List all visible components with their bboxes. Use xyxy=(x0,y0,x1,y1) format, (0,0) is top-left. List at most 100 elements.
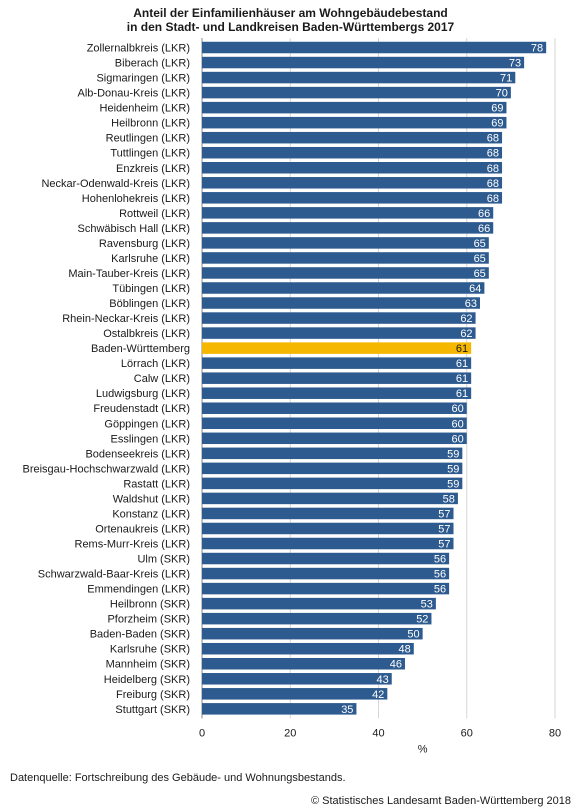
bar xyxy=(202,703,357,715)
x-tick-label: 60 xyxy=(461,727,473,739)
bar-value-label: 53 xyxy=(421,599,433,611)
bar xyxy=(202,402,467,414)
category-label: Ortenaukreis (LKR) xyxy=(95,523,190,535)
category-label: Konstanz (LKR) xyxy=(112,508,190,520)
category-label: Ostalbkreis (LKR) xyxy=(103,328,190,340)
category-label: Main-Tauber-Kreis (LKR) xyxy=(68,268,190,280)
category-label: Karlsruhe (SKR) xyxy=(110,644,190,656)
bar-value-label: 56 xyxy=(434,569,446,581)
bar xyxy=(202,267,489,279)
bar-value-label: 68 xyxy=(487,163,499,175)
category-label: Rastatt (LKR) xyxy=(123,478,190,490)
bar xyxy=(202,86,511,99)
category-label: Sigmaringen (LKR) xyxy=(96,73,190,85)
category-label: Ludwigsburg (LKR) xyxy=(96,388,190,400)
chart-title-line-2: in den Stadt- und Landkreisen Baden-Würt… xyxy=(126,20,455,34)
category-label: Tübingen (LKR) xyxy=(112,283,190,295)
bar-value-label: 61 xyxy=(456,358,468,370)
category-label: Esslingen (LKR) xyxy=(111,433,190,445)
source-note: Datenquelle: Fortschreibung des Gebäude-… xyxy=(10,772,346,784)
bar xyxy=(202,462,463,475)
bar-value-label: 50 xyxy=(407,629,419,641)
bar-value-label: 56 xyxy=(434,554,446,566)
bar-value-label: 70 xyxy=(496,88,508,100)
bar xyxy=(202,642,414,655)
bar-value-label: 61 xyxy=(456,373,468,385)
category-label: Göppingen (LKR) xyxy=(104,418,190,430)
bar-value-label: 52 xyxy=(416,614,428,626)
bar xyxy=(202,688,388,700)
category-label: Bodenseekreis (LKR) xyxy=(85,448,190,460)
category-label: Schwäbisch Hall (LKR) xyxy=(78,223,190,235)
x-tick-label: 20 xyxy=(284,727,296,739)
bar-value-label: 61 xyxy=(456,343,468,355)
bar xyxy=(202,56,525,69)
bar xyxy=(202,342,472,354)
category-label: Ravensburg (LKR) xyxy=(99,238,190,250)
bar xyxy=(202,177,503,189)
bar xyxy=(202,312,476,324)
bar xyxy=(202,673,392,685)
category-label: Karlsruhe (LKR) xyxy=(111,253,190,265)
bar-value-label: 48 xyxy=(399,644,411,656)
x-axis-label: % xyxy=(418,743,428,755)
category-label: Neckar-Odenwald-Kreis (LKR) xyxy=(41,178,190,190)
category-label: Enzkreis (LKR) xyxy=(116,163,190,175)
category-label: Breisgau-Hochschwarzwald (LKR) xyxy=(22,463,190,475)
x-tick-label: 80 xyxy=(549,727,561,739)
bar-value-label: 57 xyxy=(438,508,450,520)
bar-value-label: 66 xyxy=(478,223,490,235)
category-label: Heilbronn (SKR) xyxy=(110,599,190,611)
bar xyxy=(202,207,494,219)
bar-value-label: 60 xyxy=(452,433,464,445)
x-tick-label: 40 xyxy=(372,727,384,739)
bar xyxy=(202,477,463,490)
category-label: Calw (LKR) xyxy=(134,373,190,385)
bar-value-label: 69 xyxy=(491,103,503,115)
bar-value-label: 65 xyxy=(474,253,486,265)
category-labels: Zollernalbkreis (LKR) Biberach (LKR) Sigma… xyxy=(22,43,190,716)
category-label: Hohenlohekreis (LKR) xyxy=(82,193,190,205)
category-label: Rottweil (LKR) xyxy=(119,208,190,220)
bar xyxy=(202,162,503,174)
bar xyxy=(202,657,405,670)
bar-value-label: 78 xyxy=(531,43,543,55)
bar xyxy=(202,537,454,550)
category-label: Lörrach (LKR) xyxy=(121,358,190,370)
category-label: Emmendingen (LKR) xyxy=(87,584,190,596)
bar-value-label: 58 xyxy=(443,493,455,505)
category-label: Rems-Murr-Kreis (LKR) xyxy=(75,539,191,551)
category-label: Mannheim (SKR) xyxy=(106,659,190,671)
bar-value-label: 61 xyxy=(456,388,468,400)
bar-value-label: 35 xyxy=(341,704,353,716)
bar-value-label: 68 xyxy=(487,193,499,205)
category-label: Tuttlingen (LKR) xyxy=(110,148,190,160)
bar xyxy=(202,492,458,505)
bar-value-label: 59 xyxy=(447,478,459,490)
category-label: Schwarzwald-Baar-Kreis (LKR) xyxy=(38,569,190,581)
bar-value-label: 68 xyxy=(487,133,499,145)
category-label: Alb-Donau-Kreis (LKR) xyxy=(78,88,190,100)
bar xyxy=(202,597,436,610)
bar xyxy=(202,327,476,339)
copyright-note: © Statistisches Landesamt Baden-Württemb… xyxy=(310,795,571,807)
bar xyxy=(202,417,467,430)
bar xyxy=(202,222,494,234)
bar-value-label: 66 xyxy=(478,208,490,220)
bar xyxy=(202,101,507,114)
category-label: Böblingen (LKR) xyxy=(109,298,190,310)
bar-value-label: 65 xyxy=(474,268,486,280)
bar-value-label: 63 xyxy=(465,298,477,310)
bar xyxy=(202,282,485,294)
bar xyxy=(202,612,432,625)
bar-value-label: 60 xyxy=(452,403,464,415)
bar xyxy=(202,627,423,640)
category-label: Stuttgart (SKR) xyxy=(115,704,190,716)
bar xyxy=(202,552,450,565)
category-label: Freiburg (SKR) xyxy=(116,689,190,701)
bar-value-label: 43 xyxy=(376,674,388,686)
bar-value-label: 64 xyxy=(469,283,481,295)
bars: 78 73 71 70 69 69 68 68 68 68 68 66 66 65 65 65 64 63 62 62… xyxy=(202,41,547,716)
bar xyxy=(202,567,450,580)
bar-value-label: 68 xyxy=(487,148,499,160)
